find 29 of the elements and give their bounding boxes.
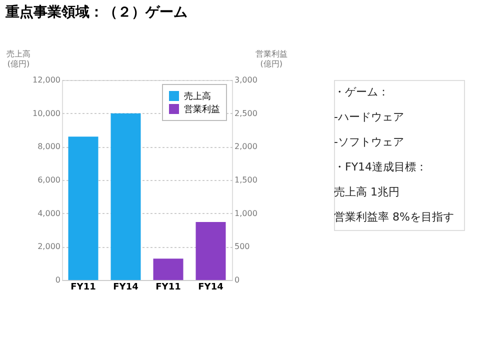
y2-tick-label: 2,000 <box>234 142 258 152</box>
y-tick-label: 0 <box>55 276 60 284</box>
text: 売上高 1兆円 <box>334 186 400 198</box>
y-tick-label: 4,000 <box>38 208 60 218</box>
y2-tick-label: 3,000 <box>234 76 258 84</box>
y2-tick-label: 2,500 <box>234 108 258 118</box>
y-tick-label: 6,000 <box>38 176 60 184</box>
legend-label: 売上高 <box>184 91 211 102</box>
y2-tick-label: 1,000 <box>234 208 258 218</box>
y-tick-label: 2,000 <box>38 242 60 252</box>
y2-axis-title: 営業利益 (億円) <box>255 50 288 68</box>
text: -ソフトウェア <box>334 136 404 148</box>
y2-tick-label: 500 <box>234 242 250 252</box>
chart-title: 重点事業領域：（２）ゲーム <box>4 4 188 20</box>
y-axis-title: 売上高 (億円) <box>6 50 31 68</box>
legend-label: 営業利益 <box>184 104 220 115</box>
x-tick-label: FY14 <box>198 282 224 292</box>
x-tick-label: FY14 <box>113 282 138 292</box>
y2-tick-label: 0 <box>234 276 240 284</box>
x-tick-label: FY11 <box>70 282 96 292</box>
y-tick-label: 10,000 <box>32 108 60 118</box>
y-tick-label: 12,000 <box>32 76 60 84</box>
text: ・ゲーム： <box>334 86 389 98</box>
y-tick-label: 8,000 <box>38 142 60 152</box>
y2-tick-label: 1,500 <box>234 176 258 184</box>
text: -ハードウェア <box>334 110 404 124</box>
text: ・FY14達成目標： <box>334 160 428 174</box>
text: 営業利益率 8%を目指す <box>334 210 454 224</box>
x-tick-label: FY11 <box>156 282 181 292</box>
